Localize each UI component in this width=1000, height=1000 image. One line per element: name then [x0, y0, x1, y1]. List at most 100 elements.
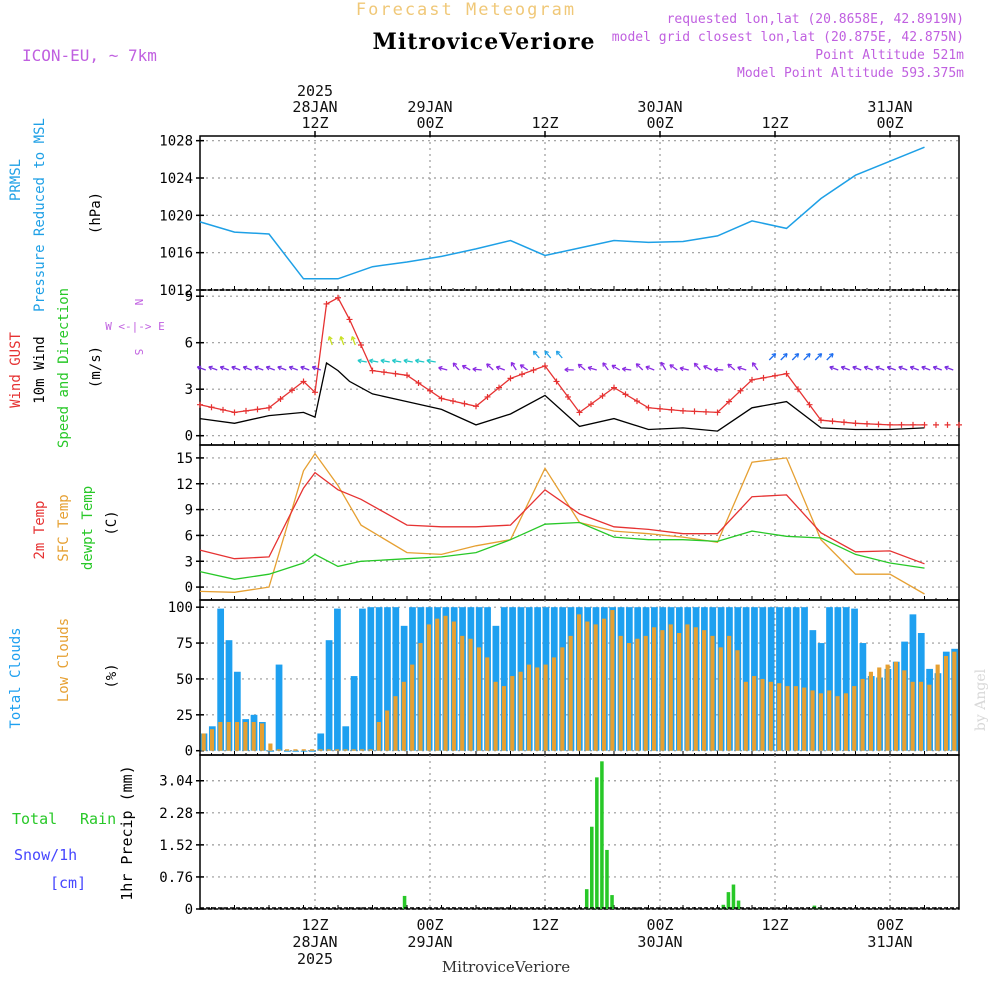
wind-arrow-head: [519, 364, 525, 369]
gust-marker: [277, 396, 284, 403]
y-tick-label: 3.04: [159, 774, 193, 790]
wind-arrow: [910, 366, 919, 371]
low-cloud-bar: [610, 610, 615, 751]
low-cloud-bar: [835, 696, 840, 751]
gust-marker: [231, 409, 238, 416]
low-cloud-bar: [518, 671, 523, 751]
wind-arrow: [289, 366, 298, 371]
low-cloud-bar: [376, 721, 381, 751]
pressure-unit-label: (hPa): [88, 192, 104, 234]
y-tick-label: 100: [168, 600, 193, 616]
low-cloud-bar: [777, 683, 782, 751]
low-cloud-bar: [485, 657, 490, 751]
low-cloud-bar: [702, 630, 707, 751]
total-cloud-bar: [334, 608, 341, 751]
wind-arrow-head: [783, 353, 788, 358]
low-cloud-bar: [293, 749, 298, 751]
total-cloud-bar: [317, 733, 325, 751]
precip-bar: [731, 884, 736, 909]
wind-arrow-head: [208, 365, 213, 371]
y-tick-label: 15: [176, 451, 193, 467]
wind-arrow-head: [635, 363, 641, 368]
low-cloud-bar: [618, 635, 623, 751]
gust-marker: [220, 406, 226, 413]
wind-arrow: [864, 366, 873, 371]
gust-marker: [622, 391, 629, 398]
wind-arrow: [312, 366, 321, 371]
low-cloud-bar: [685, 624, 690, 751]
wind-arrow-head: [611, 364, 616, 370]
gust-marker: [369, 367, 376, 374]
wind-arrow: [635, 363, 644, 371]
wind-arrow-head: [277, 365, 282, 371]
bottom-time-label: 31JAN: [867, 933, 912, 951]
total-cloud-bar: [267, 750, 275, 752]
wind-arrow: [351, 336, 356, 346]
wind-arrow-head: [713, 367, 719, 373]
dewpoint-line: [199, 521, 925, 580]
gust-marker: [611, 384, 617, 391]
wind-arrow-head: [426, 358, 431, 364]
gust-marker: [657, 405, 663, 412]
wind-arrow-head: [380, 358, 385, 364]
wind-arrow: [768, 353, 777, 361]
precip-unit-label: 1hr Precip (mm): [118, 765, 136, 900]
precip-bar: [721, 904, 726, 909]
top-time-label: 2025: [297, 82, 333, 100]
top-time-label: 30JAN: [637, 98, 682, 116]
low-cloud-bar: [335, 749, 340, 751]
gust-marker: [818, 417, 824, 424]
gust-marker: [507, 375, 514, 382]
total-cloud-bar: [776, 607, 783, 751]
wind-arrow-head: [339, 336, 345, 341]
total-cloud-bar: [225, 640, 233, 751]
wind-arrow: [693, 362, 701, 371]
top-time-label: 12Z: [761, 114, 788, 132]
low-cloud-bar: [860, 678, 865, 751]
low-cloud-bar: [526, 664, 532, 751]
low-cloud-bar: [593, 624, 598, 751]
wind-arrow: [944, 366, 954, 371]
wind-arrow: [814, 353, 823, 361]
wind-arrow-head: [886, 365, 892, 371]
total-cloud-bar: [826, 607, 833, 751]
compass-south: S: [132, 349, 145, 356]
gust-marker: [312, 389, 318, 396]
low-cloud-bar: [935, 664, 940, 751]
y-tick-label: 50: [176, 672, 193, 688]
gust-marker: [691, 408, 698, 415]
y-tick-label: 3: [185, 382, 193, 398]
y-tick-label: 1012: [159, 283, 193, 299]
precip-bar: [736, 900, 741, 909]
gust-marker: [415, 380, 422, 386]
wind-arrow-head: [544, 350, 549, 356]
wind-arrow-head: [391, 358, 397, 364]
low-cloud-bar: [635, 638, 640, 751]
gust-marker: [772, 372, 778, 379]
wind-arrow: [415, 359, 425, 363]
gust-marker: [887, 421, 893, 428]
wind-arrow: [208, 366, 218, 371]
wind-arrow: [669, 364, 678, 371]
wind-arrow-head: [817, 353, 823, 358]
top-time-label: 29JAN: [407, 98, 452, 116]
low-cloud-bar: [743, 681, 748, 751]
y-tick-label: 1020: [159, 208, 193, 224]
wind-arrow-head: [829, 365, 834, 371]
y-tick-label: 6: [185, 336, 193, 352]
watermark: by Angel: [973, 668, 989, 731]
low-cloud-bar: [234, 721, 240, 751]
gust-marker: [243, 407, 249, 414]
wind-arrow-head: [288, 365, 294, 371]
gust-marker: [668, 406, 675, 413]
low-cloud-bar: [718, 647, 723, 751]
low-cloud-bar: [476, 647, 481, 751]
precip-bar: [605, 849, 609, 909]
precip-bar: [402, 895, 407, 909]
low-cloud-bar: [643, 635, 648, 751]
low-cloud-bar: [785, 686, 790, 751]
y-tick-label: 9: [185, 289, 193, 305]
wind-arrow-head: [852, 365, 857, 371]
panel-frame-1: [199, 135, 960, 291]
low-cloud-bar: [560, 647, 565, 751]
